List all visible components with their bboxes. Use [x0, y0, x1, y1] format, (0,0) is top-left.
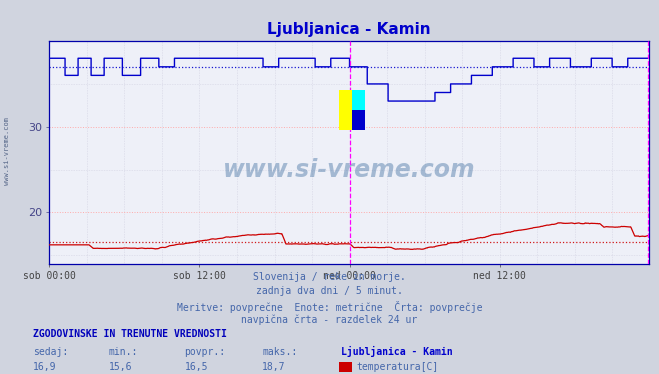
Text: maks.:: maks.:: [262, 347, 297, 357]
Text: zadnja dva dni / 5 minut.: zadnja dva dni / 5 minut.: [256, 286, 403, 297]
Text: www.si-vreme.com: www.si-vreme.com: [3, 117, 10, 186]
Text: navpična črta - razdelek 24 ur: navpična črta - razdelek 24 ur: [241, 315, 418, 325]
Text: 18,7: 18,7: [262, 362, 286, 372]
Text: 15,6: 15,6: [109, 362, 132, 372]
Text: povpr.:: povpr.:: [185, 347, 225, 357]
Text: Slovenija / reke in morje.: Slovenija / reke in morje.: [253, 272, 406, 282]
Text: Ljubljanica - Kamin: Ljubljanica - Kamin: [341, 346, 453, 357]
Text: 16,5: 16,5: [185, 362, 208, 372]
FancyBboxPatch shape: [353, 110, 366, 130]
Text: Meritve: povprečne  Enote: metrične  Črta: povprečje: Meritve: povprečne Enote: metrične Črta:…: [177, 301, 482, 313]
Text: min.:: min.:: [109, 347, 138, 357]
FancyBboxPatch shape: [353, 90, 366, 130]
Text: www.si-vreme.com: www.si-vreme.com: [223, 158, 476, 182]
Text: ZGODOVINSKE IN TRENUTNE VREDNOSTI: ZGODOVINSKE IN TRENUTNE VREDNOSTI: [33, 329, 227, 339]
FancyBboxPatch shape: [339, 90, 353, 130]
Title: Ljubljanica - Kamin: Ljubljanica - Kamin: [268, 22, 431, 37]
Text: temperatura[C]: temperatura[C]: [357, 362, 439, 372]
Text: sedaj:: sedaj:: [33, 347, 68, 357]
Text: 16,9: 16,9: [33, 362, 57, 372]
